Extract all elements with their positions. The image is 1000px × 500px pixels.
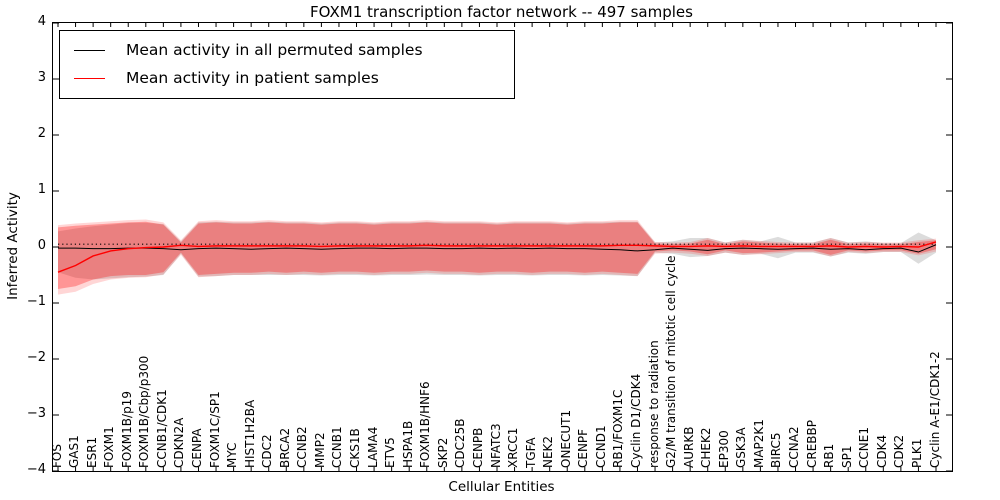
legend-label-permuted: Mean activity in all permuted samples bbox=[126, 41, 423, 59]
x-tick-label: CKS1B bbox=[348, 428, 363, 468]
permuted-samples-std-band bbox=[58, 221, 936, 280]
legend-item-permuted: Mean activity in all permuted samples bbox=[74, 36, 502, 64]
x-tick-label: RB1 bbox=[822, 443, 837, 468]
y-tick-label: 1 bbox=[37, 182, 46, 197]
x-tick-label: CCNE1 bbox=[857, 427, 872, 468]
x-tick-label: CCNA2 bbox=[787, 426, 802, 468]
x-tick-label: BIRC5 bbox=[769, 432, 784, 468]
x-tick-label: MYC bbox=[225, 442, 240, 468]
x-tick-label: G2/M transition of mitotic cell cycle bbox=[664, 255, 679, 468]
y-tick-label: −4 bbox=[26, 462, 46, 477]
x-tick-label: CENPA bbox=[189, 428, 204, 468]
x-tick-label: Cyclin D1/CDK4 bbox=[628, 373, 643, 468]
chart-canvas bbox=[53, 23, 952, 471]
x-tick-label: GAS1 bbox=[67, 435, 82, 468]
x-tick-label: CDC2 bbox=[260, 434, 275, 468]
y-tick-label: −3 bbox=[26, 406, 46, 421]
axis-ticks bbox=[53, 23, 952, 471]
x-tick-label: CHEK2 bbox=[699, 427, 714, 469]
x-tick-label: NFATC3 bbox=[488, 423, 503, 468]
x-tick-label: TGFA bbox=[523, 437, 538, 468]
x-tick-label: CDC25B bbox=[453, 418, 468, 469]
x-tick-label: HIST1H2BA bbox=[242, 399, 257, 468]
x-tick-label: ESR1 bbox=[84, 436, 99, 468]
mean-activity-in-all-permuted-samples-line bbox=[58, 244, 937, 253]
x-tick-label: CDK2 bbox=[892, 434, 907, 468]
y-tick-label: 4 bbox=[37, 14, 46, 29]
y-tick-label: −2 bbox=[26, 350, 46, 365]
x-tick-label: FOXM1C/SP1 bbox=[207, 391, 222, 468]
x-tick-label: MMP2 bbox=[312, 432, 327, 468]
x-tick-label: RB1/FOXM1C bbox=[611, 389, 626, 468]
x-tick-label: CENPF bbox=[576, 428, 591, 468]
y-tick-label: 2 bbox=[37, 126, 46, 141]
y-tick-label: 0 bbox=[37, 238, 46, 253]
x-tick-label: FOS bbox=[49, 444, 64, 468]
x-tick-label: ONECUT1 bbox=[558, 409, 573, 468]
patient-samples-outer-band bbox=[58, 219, 936, 295]
x-tick-label: PLK1 bbox=[909, 438, 924, 468]
x-tick-label: CCNB1 bbox=[330, 426, 345, 468]
y-tick-label: 3 bbox=[37, 70, 46, 85]
x-tick-label: FOXM1B/p19 bbox=[119, 391, 134, 468]
x-tick-label: BRCA2 bbox=[277, 427, 292, 468]
x-tick-label: CENPB bbox=[470, 427, 485, 468]
permuted-line-swatch bbox=[74, 49, 105, 51]
x-tick-label: SP1 bbox=[839, 445, 854, 469]
x-tick-label: CCNB2 bbox=[295, 426, 310, 468]
x-tick-label: HSPA1B bbox=[400, 420, 415, 468]
x-tick-label: FOXM1B/Cbp/p300 bbox=[137, 355, 152, 468]
chart-title: FOXM1 transcription factor network -- 49… bbox=[310, 3, 693, 21]
legend-label-patient: Mean activity in patient samples bbox=[126, 69, 379, 87]
x-tick-label: XRCC1 bbox=[506, 427, 521, 468]
x-tick-label: EP300 bbox=[716, 430, 731, 468]
patient-line-swatch bbox=[74, 77, 105, 79]
x-tick-label: SKP2 bbox=[435, 437, 450, 468]
x-tick-label: ETV5 bbox=[383, 437, 398, 468]
x-tick-label: FOXM1 bbox=[102, 426, 117, 468]
x-tick-label: AURKB bbox=[681, 426, 696, 468]
x-tick-label: CDKN2A bbox=[172, 417, 187, 468]
x-axis-title: Cellular Entities bbox=[448, 479, 555, 495]
x-tick-label: GSK3A bbox=[734, 427, 749, 468]
x-tick-label: LAMA4 bbox=[365, 426, 380, 468]
mean-activity-in-patient-samples-line bbox=[57, 241, 937, 273]
x-tick-label: MAP2K1 bbox=[751, 419, 766, 468]
x-tick-label: CCND1 bbox=[593, 425, 608, 468]
legend: Mean activity in all permuted samples Me… bbox=[59, 30, 515, 99]
x-tick-label: Cyclin A-E1/CDK1-2 bbox=[927, 351, 942, 468]
legend-item-patient: Mean activity in patient samples bbox=[74, 64, 502, 92]
y-tick-label: −1 bbox=[26, 294, 46, 309]
x-tick-label: CDK4 bbox=[874, 434, 889, 468]
x-tick-label: response to radiation bbox=[646, 340, 661, 468]
x-tick-label: FOXM1B/HNF6 bbox=[418, 381, 433, 468]
x-tick-label: CCNB1/CDK1 bbox=[154, 389, 169, 468]
x-tick-label: NEK2 bbox=[541, 435, 556, 468]
x-tick-label: CREBBP bbox=[804, 420, 819, 468]
y-axis-title: Inferred Activity bbox=[5, 192, 21, 300]
